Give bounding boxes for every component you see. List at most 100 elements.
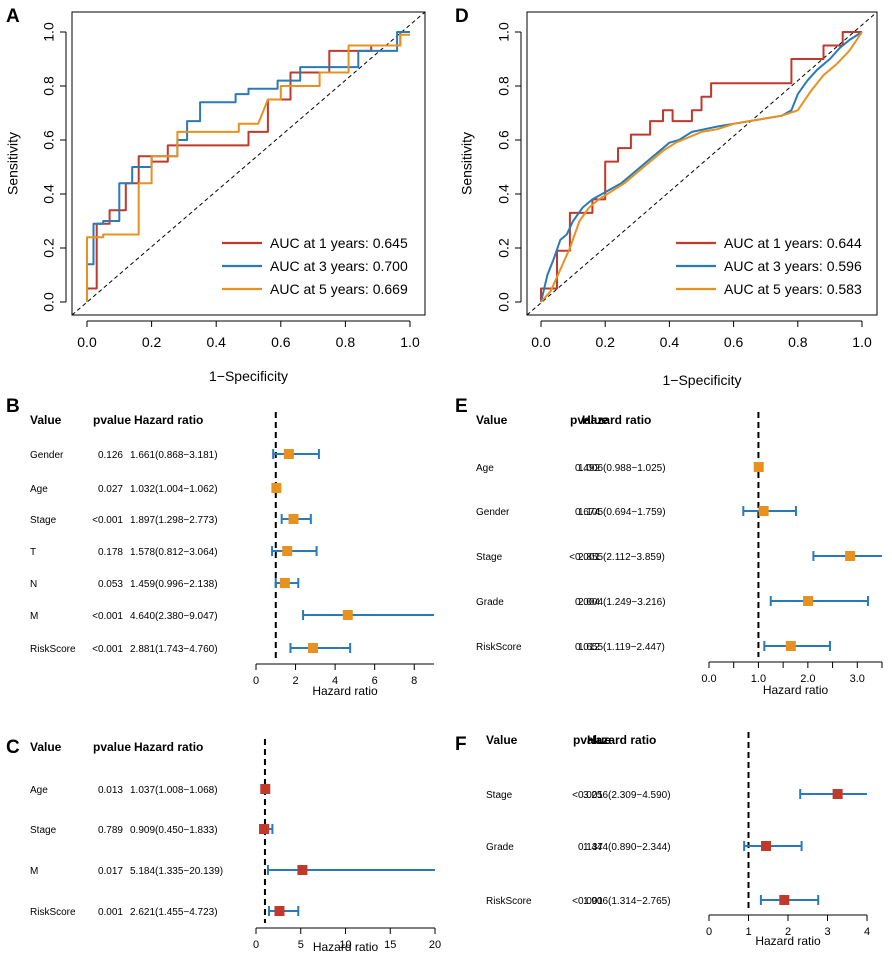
y-tick-label: 0.0	[496, 292, 512, 312]
row-hazard-ratio-text: 1.105(0.694−1.759)	[578, 507, 666, 518]
x-tick-label: 20	[429, 939, 441, 951]
x-tick-label: 0.6	[271, 334, 291, 350]
hr-point-marker	[260, 784, 271, 794]
roc-curve-series-1	[86, 31, 410, 302]
row-label: Gender	[30, 450, 64, 461]
legend-entry: AUC at 3 years: 0.596	[724, 258, 862, 274]
row-pvalue: 0.492	[575, 463, 600, 474]
row-pvalue: 0.178	[98, 547, 123, 558]
row-label: Age	[30, 484, 48, 495]
row-pvalue: <0.001	[569, 552, 600, 563]
hr-point-marker	[758, 506, 769, 516]
row-hazard-ratio-text: 1.661(0.868−3.181)	[130, 450, 218, 461]
x-tick-label: 0.2	[142, 334, 162, 350]
hr-point-marker	[279, 578, 290, 588]
column-header-value: Value	[486, 733, 518, 747]
x-tick-label: 0	[706, 926, 712, 938]
row-pvalue: 0.126	[98, 450, 123, 461]
column-header-pvalue: pvalue	[93, 740, 131, 754]
row-pvalue: <0.001	[92, 515, 123, 526]
roc-curve-series-2	[540, 31, 863, 303]
x-tick-label: 1.0	[751, 673, 766, 685]
x-tick-label: 6	[372, 675, 378, 687]
roc-curve-series-2	[86, 31, 410, 302]
hr-point-marker	[282, 546, 293, 556]
hr-point-marker	[271, 483, 282, 493]
y-tick-label: 0.4	[41, 184, 57, 204]
x-tick-label: 5	[298, 939, 304, 951]
row-hazard-ratio-text: 2.621(1.455−4.723)	[130, 907, 218, 918]
panel-label-F: F	[455, 734, 467, 755]
x-tick-label: 0.8	[336, 334, 356, 350]
row-pvalue: 0.013	[98, 785, 123, 796]
panel-label-D: D	[455, 6, 469, 27]
reference-diagonal	[526, 11, 878, 316]
hr-point-marker	[259, 824, 270, 834]
row-hazard-ratio-text: 1.897(1.298−2.773)	[130, 515, 218, 526]
column-header-value: Value	[30, 413, 62, 427]
row-label: Age	[30, 785, 48, 796]
hr-point-marker	[785, 641, 796, 651]
x-tick-label: 8	[411, 675, 417, 687]
x-tick-label: 1.0	[852, 334, 872, 350]
y-axis-label: Sensitivity	[459, 132, 475, 195]
hr-point-marker	[845, 551, 856, 561]
row-hazard-ratio-text: 2.004(1.249−3.216)	[578, 597, 666, 608]
row-pvalue: 0.053	[98, 579, 123, 590]
hr-point-marker	[832, 789, 843, 799]
row-label: RiskScore	[30, 644, 76, 655]
x-axis-label: 1−Specificity	[209, 368, 288, 384]
row-pvalue: 0.004	[575, 597, 600, 608]
column-header-hazard-ratio: Hazard ratio	[134, 740, 203, 754]
column-header-hazard-ratio: Hazard ratio	[582, 413, 651, 427]
column-header-pvalue: pvalue	[573, 733, 611, 747]
row-label: Stage	[30, 825, 57, 836]
column-header-hazard-ratio: Hazard ratio	[134, 413, 203, 427]
legend-entry: AUC at 1 years: 0.645	[270, 235, 408, 251]
roc-curve-series-3	[540, 31, 863, 303]
row-label: Stage	[30, 515, 57, 526]
row-pvalue: 0.137	[578, 842, 603, 853]
row-label: N	[30, 579, 37, 590]
row-label: Grade	[476, 597, 504, 608]
hr-point-marker	[803, 596, 814, 606]
column-header-pvalue: pvalue	[570, 413, 608, 427]
plot-frame	[71, 11, 426, 316]
row-label: Stage	[476, 552, 503, 563]
row-hazard-ratio-text: 1.032(1.004−1.062)	[130, 484, 218, 495]
x-tick-label: 1.0	[400, 334, 420, 350]
row-hazard-ratio-text: 1.655(1.119−2.447)	[578, 642, 665, 653]
panel-label-C: C	[6, 737, 20, 758]
x-tick-label: 1	[745, 926, 751, 938]
hr-point-marker	[274, 906, 285, 916]
row-hazard-ratio-text: 4.640(2.380−9.047)	[130, 611, 218, 622]
panel-label-E: E	[455, 396, 468, 417]
hr-point-marker	[342, 610, 353, 620]
x-tick-label: 0.2	[595, 334, 615, 350]
y-tick-label: 0.8	[41, 76, 57, 96]
row-hazard-ratio-text: 1.006(0.988−1.025)	[578, 463, 666, 474]
row-label: RiskScore	[486, 896, 532, 907]
x-axis-label: Hazard ratio	[312, 684, 378, 698]
legend-entry: AUC at 1 years: 0.644	[724, 235, 862, 251]
row-label: Gender	[476, 507, 510, 518]
reference-diagonal	[71, 11, 426, 316]
y-tick-label: 0.0	[41, 292, 57, 312]
row-pvalue: 0.789	[98, 825, 123, 836]
y-tick-label: 0.2	[41, 238, 57, 258]
y-tick-label: 1.0	[496, 22, 512, 42]
hr-point-marker	[297, 865, 308, 875]
row-pvalue: <0.001	[92, 644, 123, 655]
hr-point-marker	[283, 449, 294, 459]
row-hazard-ratio-text: 1.444(0.890−2.344)	[583, 842, 671, 853]
x-axis-label: 1−Specificity	[663, 372, 742, 388]
x-axis-label: Hazard ratio	[763, 683, 829, 697]
x-tick-label: 2	[785, 926, 791, 938]
x-tick-label: 4	[864, 926, 870, 938]
x-tick-label: 15	[384, 939, 396, 951]
row-pvalue: <0.001	[572, 896, 603, 907]
x-tick-label: 2.0	[800, 673, 815, 685]
x-tick-label: 10	[339, 939, 351, 951]
legend-entry: AUC at 5 years: 0.583	[724, 281, 862, 297]
row-pvalue: <0.001	[92, 611, 123, 622]
